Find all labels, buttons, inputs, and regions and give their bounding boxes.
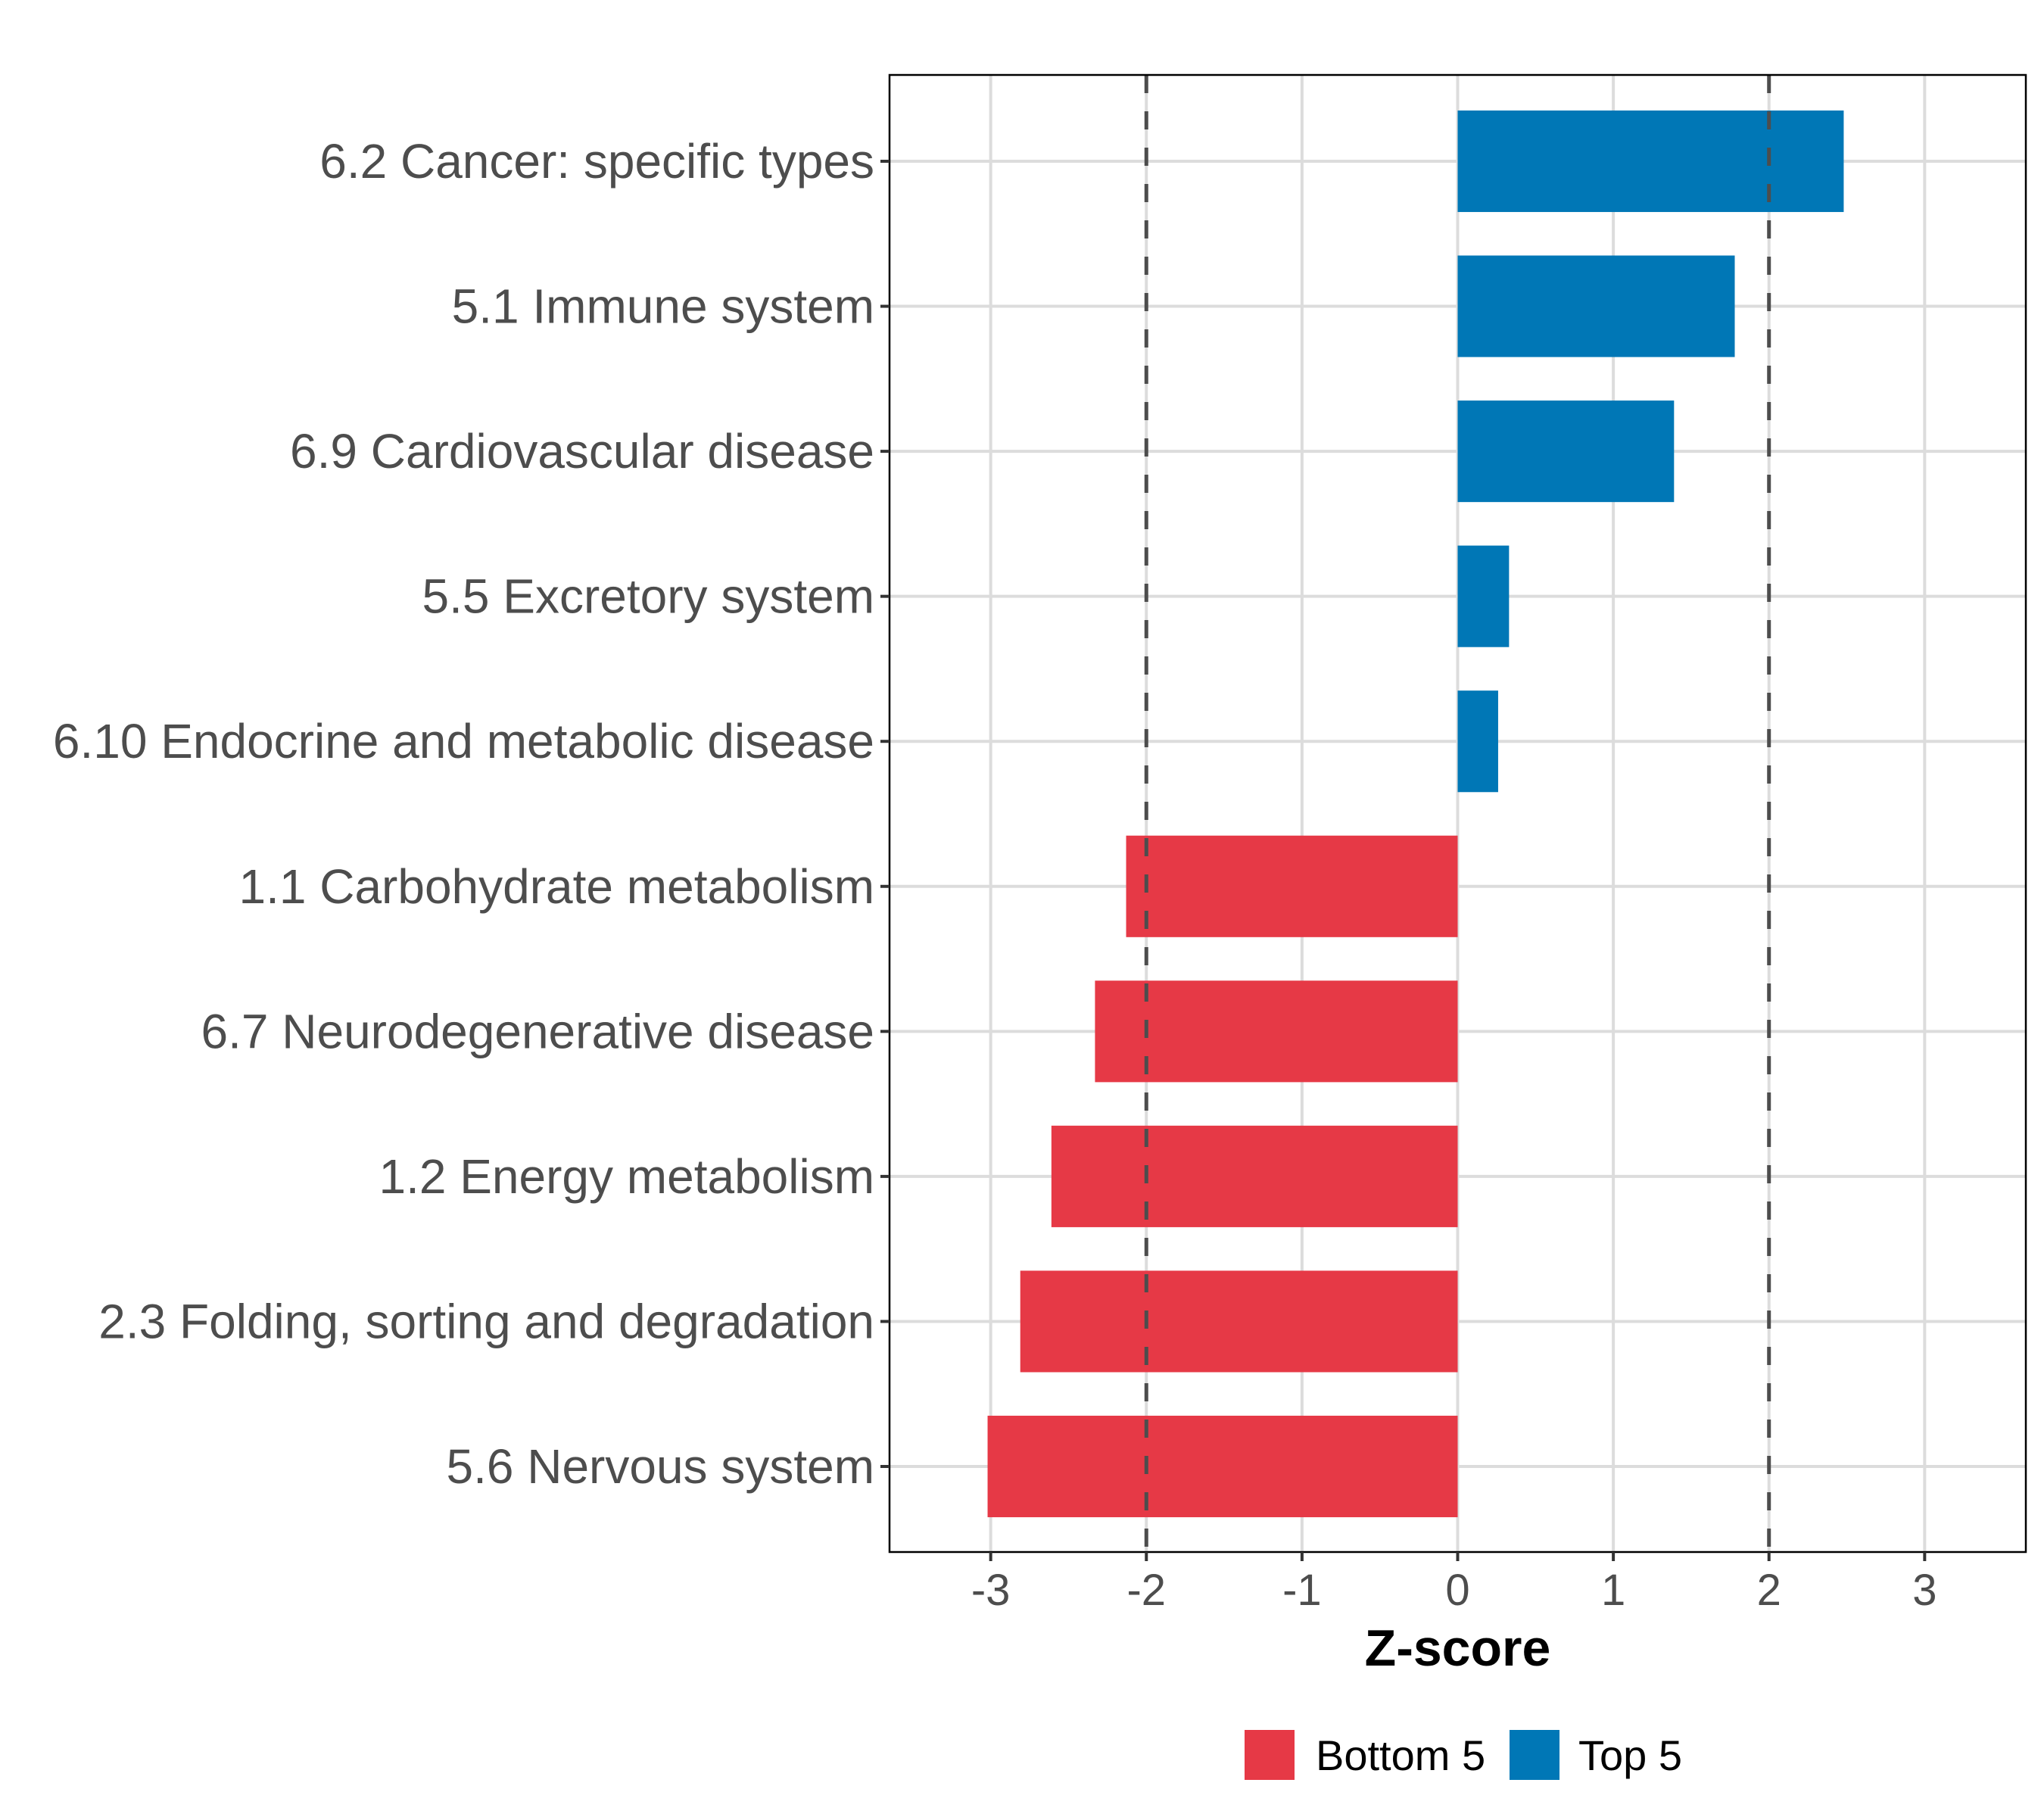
x-tick-label: -1 <box>1282 1566 1322 1615</box>
bars-layer <box>987 110 1844 1518</box>
bar-top <box>1457 255 1735 357</box>
legend: Bottom 5 Top 5 <box>1245 1730 1682 1780</box>
bar-top <box>1457 690 1498 793</box>
y-tick-label: 6.10 Endocrine and metabolic disease <box>53 714 874 768</box>
legend-key-top <box>1510 1730 1559 1780</box>
y-tick-label: 1.1 Carbohydrate metabolism <box>238 859 874 914</box>
y-tick-label: 6.9 Cardiovascular disease <box>290 424 874 478</box>
legend-label: Top 5 <box>1578 1731 1682 1779</box>
legend-key-bottom <box>1245 1730 1295 1780</box>
x-axis: -3 -2 -1 0 1 2 3 <box>971 1552 1937 1615</box>
bar-top <box>1457 400 1675 503</box>
x-tick-label: 3 <box>1912 1566 1937 1615</box>
bar-bottom <box>1051 1125 1458 1227</box>
y-tick-label: 5.5 Excretory system <box>422 569 875 624</box>
bar-bottom <box>987 1415 1458 1518</box>
x-tick-label: 0 <box>1445 1566 1469 1615</box>
y-tick-label: 5.6 Nervous system <box>446 1439 874 1494</box>
x-tick-label: 2 <box>1757 1566 1781 1615</box>
x-tick-label: 1 <box>1601 1566 1625 1615</box>
reference-lines <box>1144 75 1771 1552</box>
x-axis-title: Z-score <box>1365 1619 1551 1677</box>
bar-top <box>1457 545 1510 647</box>
x-tick-label: -2 <box>1126 1566 1166 1615</box>
y-axis: 6.2 Cancer: specific types 5.1 Immune sys… <box>53 134 890 1494</box>
bar-bottom <box>1020 1270 1458 1373</box>
y-tick-label: 2.3 Folding, sorting and degradation <box>98 1294 874 1348</box>
y-tick-label: 1.2 Energy metabolism <box>379 1149 874 1204</box>
bar-bottom <box>1126 835 1458 937</box>
bar-bottom <box>1095 980 1458 1083</box>
y-tick-label: 6.7 Neurodegenerative disease <box>201 1004 875 1058</box>
legend-label: Bottom 5 <box>1316 1731 1485 1779</box>
x-tick-label: -3 <box>971 1566 1011 1615</box>
y-tick-label: 6.2 Cancer: specific types <box>319 134 874 189</box>
bar-top <box>1457 110 1844 213</box>
y-tick-label: 5.1 Immune system <box>452 279 874 334</box>
